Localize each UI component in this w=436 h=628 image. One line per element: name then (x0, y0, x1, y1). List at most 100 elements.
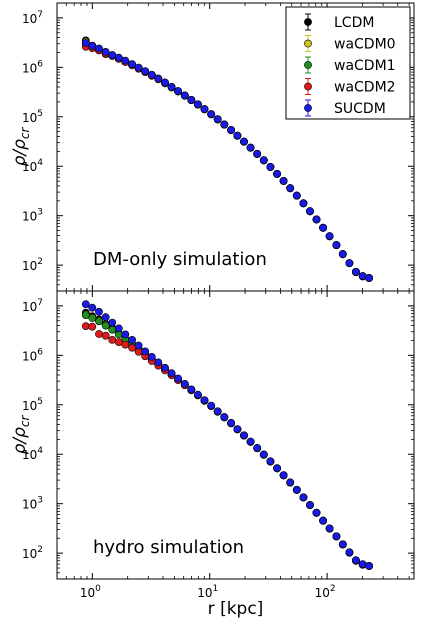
marker-sucdm-4 (108, 318, 117, 327)
marker-sucdm-10 (147, 70, 156, 79)
marker-sucdm-33 (299, 493, 308, 502)
marker-sucdm-38 (332, 532, 341, 541)
marker-wacdm2-2 (95, 330, 103, 338)
marker-sucdm-23 (233, 131, 242, 140)
marker-sucdm-8 (134, 341, 143, 350)
x-axis-label: r [kpc] (208, 599, 264, 619)
marker-sucdm-39 (338, 250, 347, 258)
legend-marker-sucdm (304, 104, 312, 112)
legend: LCDM waCDM0 waCDM1 waCDM2 SUCDM (285, 6, 411, 120)
marker-sucdm-3 (101, 313, 110, 322)
y-tick-label: 102 (22, 257, 43, 273)
legend-label-wacdm2: waCDM2 (334, 80, 396, 96)
legend-label-wacdm1: waCDM1 (334, 58, 396, 74)
marker-wacdm1-3 (101, 321, 110, 330)
marker-sucdm-7 (128, 335, 136, 344)
marker-sucdm-36 (319, 223, 327, 232)
marker-sucdm-5 (114, 53, 123, 62)
marker-sucdm-30 (279, 471, 288, 480)
x-tick-label: 101 (197, 584, 218, 600)
marker-sucdm-12 (161, 78, 169, 87)
y-tick-label: 102 (22, 545, 43, 561)
y-tick-label: 107 (22, 10, 43, 26)
marker-sucdm-40 (345, 259, 354, 267)
hydro-markers (81, 300, 373, 570)
marker-sucdm-43 (365, 274, 373, 282)
marker-sucdm-0 (81, 300, 90, 309)
legend-marker-lcdm (304, 18, 312, 26)
dm-only-y-axis-label: ρ/ρcr (10, 127, 32, 167)
marker-sucdm-15 (180, 379, 189, 388)
marker-sucdm-14 (174, 374, 182, 383)
marker-sucdm-16 (187, 95, 196, 104)
marker-sucdm-9 (141, 67, 150, 75)
marker-wacdm2-3 (101, 331, 110, 340)
marker-sucdm-40 (345, 548, 354, 557)
marker-sucdm-1 (88, 42, 97, 50)
marker-sucdm-26 (253, 444, 262, 452)
marker-sucdm-30 (279, 176, 288, 185)
marker-sucdm-26 (253, 149, 262, 158)
marker-sucdm-21 (220, 120, 229, 129)
hydro-panel-label: hydro simulation (93, 537, 244, 558)
marker-wacdm2-7 (128, 343, 136, 352)
marker-sucdm-9 (141, 347, 150, 356)
marker-wacdm2-4 (108, 335, 117, 344)
marker-wacdm2-5 (114, 338, 123, 346)
legend-label-sucdm: SUCDM (334, 101, 386, 117)
marker-sucdm-39 (338, 540, 347, 549)
marker-sucdm-17 (193, 390, 202, 399)
marker-sucdm-8 (134, 63, 143, 72)
marker-sucdm-29 (273, 464, 281, 473)
marker-sucdm-12 (161, 363, 169, 372)
marker-sucdm-35 (312, 215, 321, 224)
marker-sucdm-16 (187, 385, 196, 394)
marker-sucdm-22 (227, 418, 235, 427)
marker-sucdm-25 (246, 143, 255, 152)
marker-wacdm2-6 (121, 340, 130, 349)
marker-sucdm-2 (95, 44, 103, 53)
marker-sucdm-17 (193, 100, 202, 109)
y-tick-label: 106 (22, 347, 43, 363)
marker-sucdm-5 (114, 324, 123, 333)
hydro-plot-frame (56, 290, 415, 580)
dm-only-panel-label: DM-only simulation (93, 249, 267, 270)
legend-label-lcdm: LCDM (334, 15, 374, 31)
marker-sucdm-2 (95, 307, 103, 316)
marker-sucdm-24 (240, 431, 248, 440)
marker-wacdm1-1 (88, 314, 97, 322)
marker-sucdm-23 (233, 425, 242, 433)
marker-sucdm-32 (292, 485, 301, 494)
marker-sucdm-27 (259, 450, 268, 459)
y-tick-label: 107 (22, 298, 43, 314)
y-tick-label: 106 (22, 59, 43, 75)
legend-marker-wacdm0 (304, 39, 312, 48)
marker-sucdm-11 (154, 358, 163, 367)
marker-sucdm-34 (306, 207, 314, 216)
marker-sucdm-18 (200, 396, 209, 404)
marker-sucdm-41 (351, 267, 360, 276)
dm-only-markers (81, 36, 373, 282)
marker-sucdm-0 (81, 39, 90, 47)
marker-sucdm-31 (286, 478, 295, 487)
hydro-y-axis-label: ρ/ρcr (10, 415, 32, 455)
marker-sucdm-35 (312, 508, 321, 517)
marker-sucdm-27 (259, 156, 268, 165)
marker-sucdm-10 (147, 352, 156, 361)
marker-sucdm-3 (101, 48, 110, 56)
marker-sucdm-20 (213, 115, 222, 124)
marker-sucdm-4 (108, 51, 117, 59)
marker-wacdm1-2 (95, 317, 103, 326)
marker-sucdm-7 (128, 60, 136, 69)
marker-sucdm-11 (154, 74, 163, 83)
marker-sucdm-42 (358, 272, 367, 280)
marker-sucdm-18 (200, 105, 209, 113)
marker-wacdm1-4 (108, 325, 117, 334)
marker-sucdm-14 (174, 87, 182, 95)
marker-sucdm-19 (207, 110, 216, 118)
x-tick-label: 100 (80, 584, 101, 600)
y-tick-label: 103 (22, 496, 43, 512)
marker-wacdm2-0 (81, 322, 90, 330)
